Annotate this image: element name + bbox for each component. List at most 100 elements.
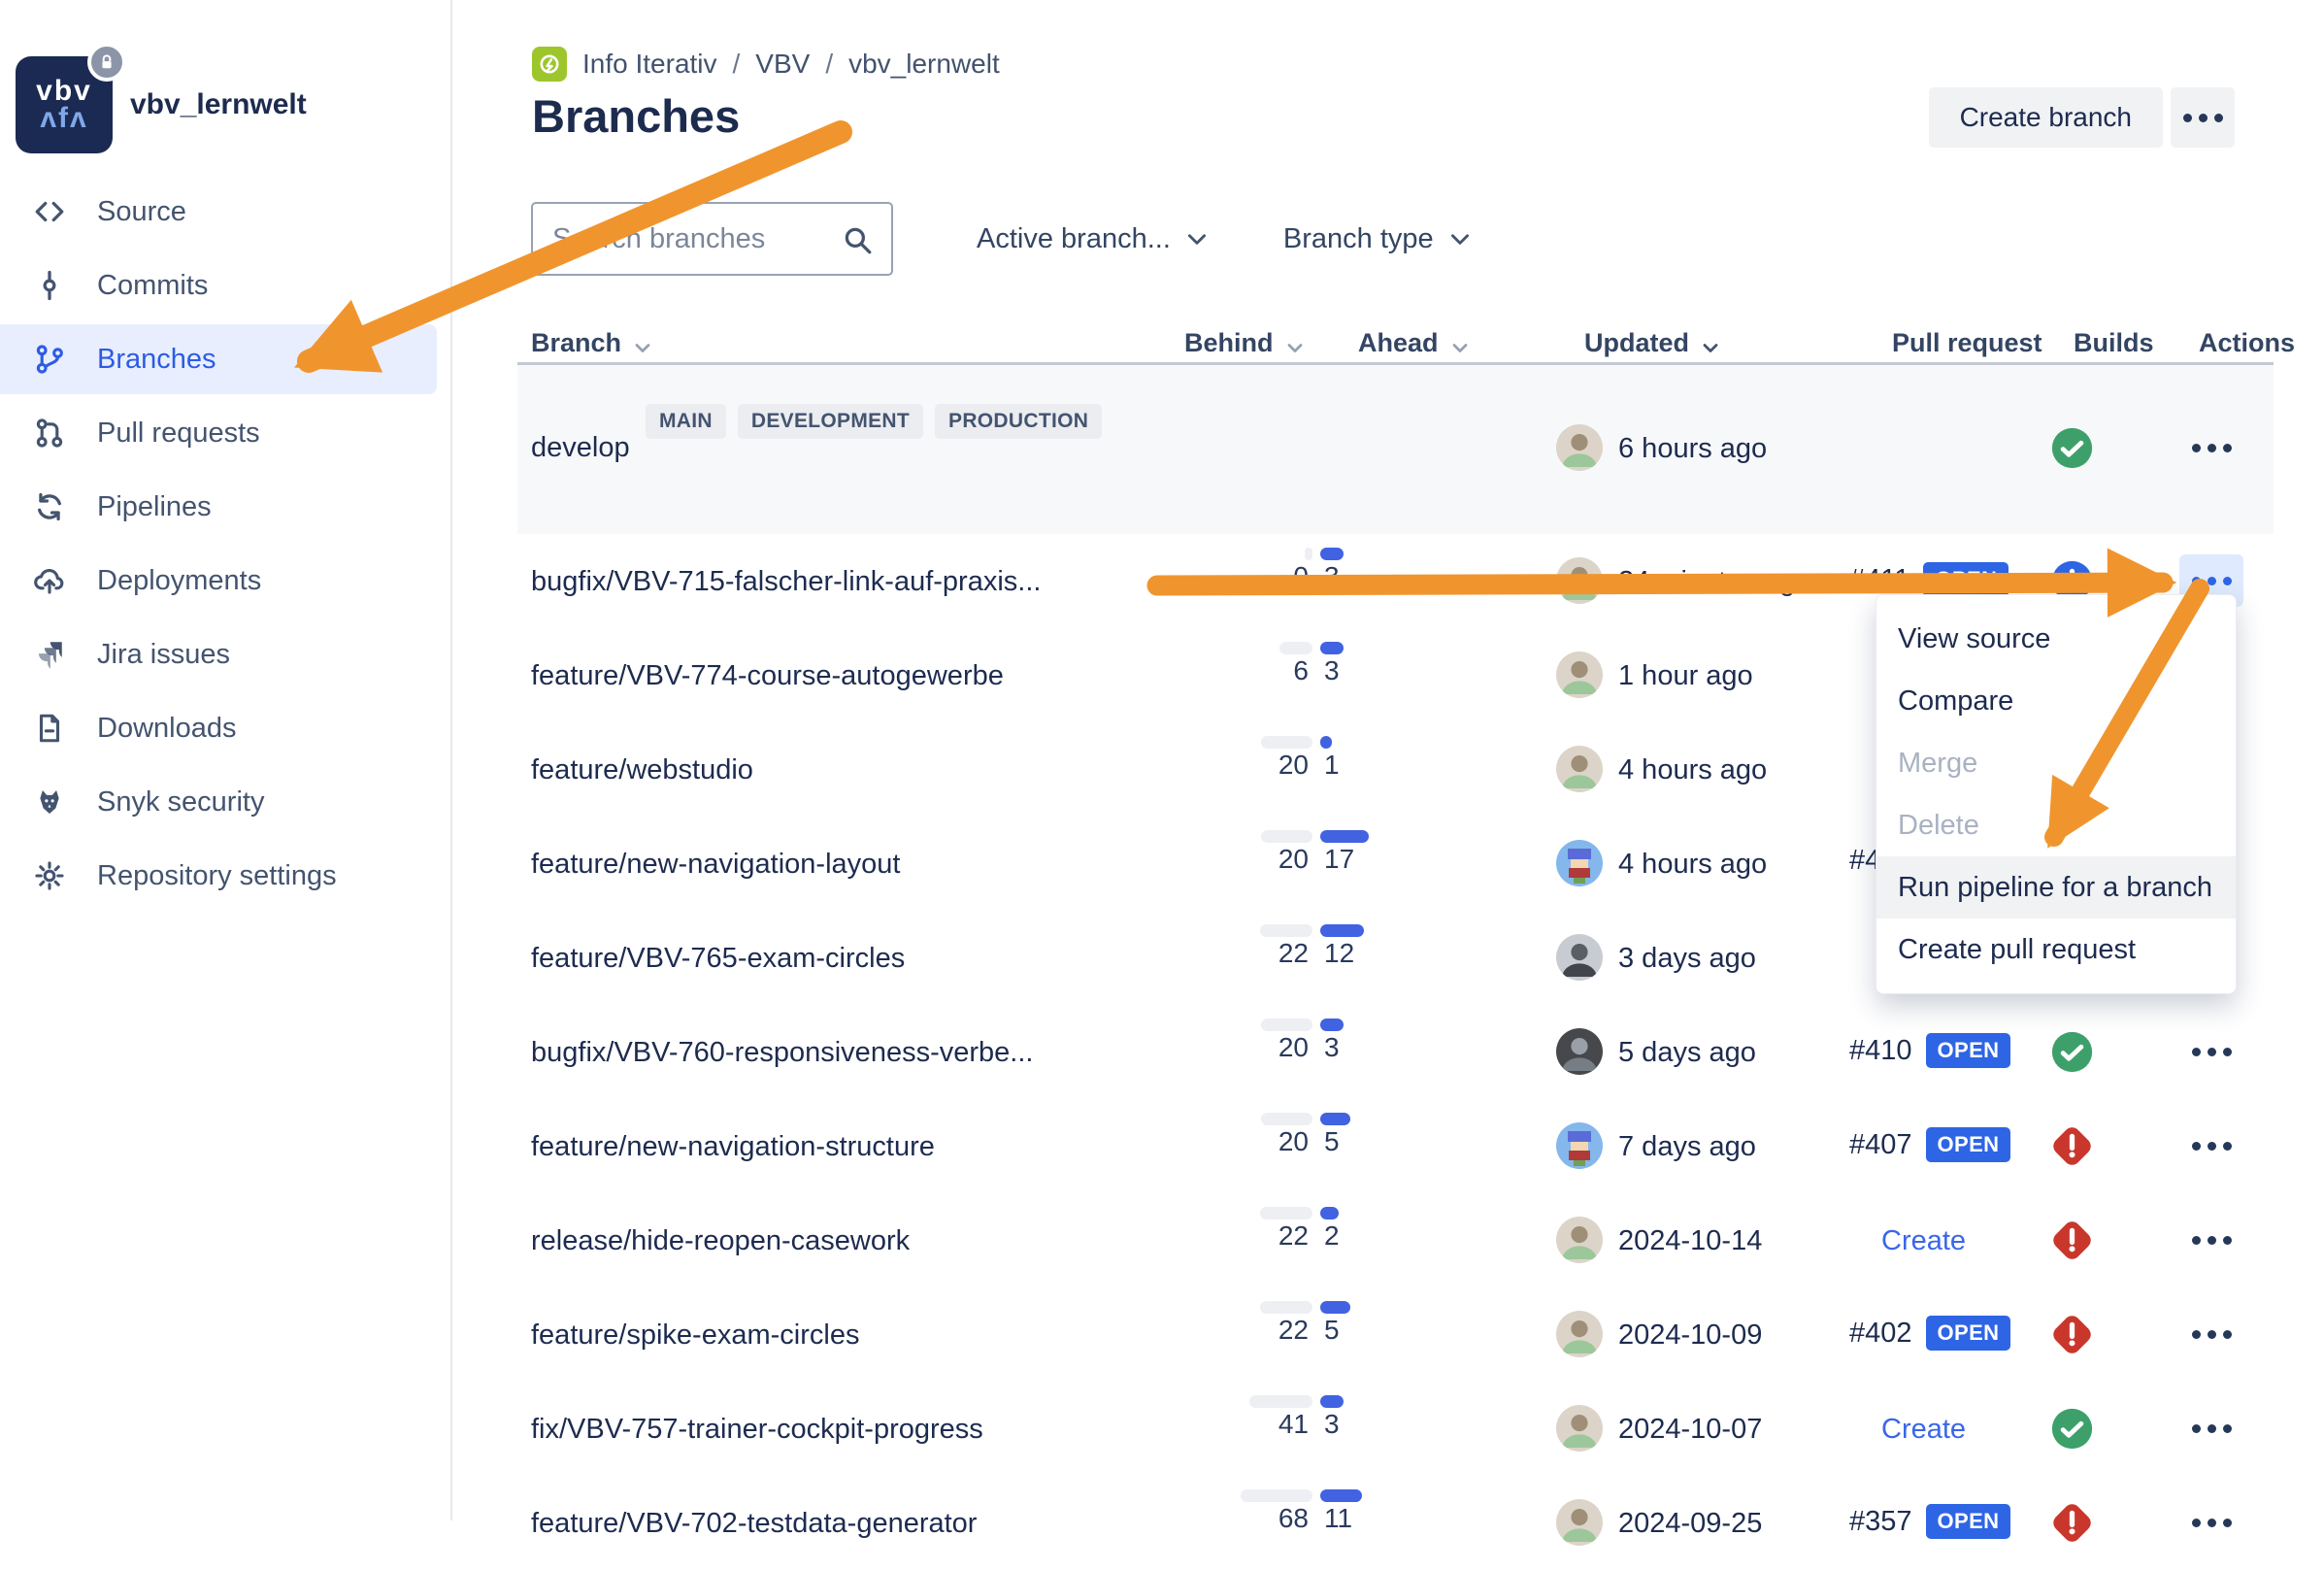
sidebar-item-pull-requests[interactable]: Pull requests — [0, 398, 452, 468]
avatar — [1556, 424, 1603, 471]
sidebar-item-label: Snyk security — [97, 786, 264, 818]
row-actions-button[interactable] — [2179, 1402, 2243, 1454]
menu-item-compare[interactable]: Compare — [1876, 670, 2236, 732]
create-pull-request-link[interactable]: Create — [1881, 1225, 1966, 1257]
updated-time: 5 days ago — [1618, 1037, 1756, 1069]
branch-name[interactable]: release/hide-reopen-casework — [531, 1225, 910, 1257]
behind-bar — [1261, 1019, 1312, 1031]
behind-bar — [1261, 736, 1312, 749]
ellipsis-icon — [2192, 1236, 2232, 1245]
breadcrumb-item[interactable]: vbv_lernwelt — [848, 49, 1000, 80]
branch-name[interactable]: feature/webstudio — [531, 754, 753, 786]
ahead-count: 1 — [1324, 750, 1340, 781]
build-status-failed-icon[interactable] — [2050, 1124, 2094, 1168]
row-actions-button[interactable] — [2179, 1214, 2243, 1266]
build-status-failed-icon[interactable] — [2050, 1219, 2094, 1262]
sidebar-item-repository-settings[interactable]: Repository settings — [0, 841, 452, 911]
repo-name: vbv_lernwelt — [130, 88, 307, 121]
sidebar-item-source[interactable]: Source — [0, 177, 452, 247]
build-status-success-icon[interactable] — [2050, 1030, 2094, 1074]
avatar — [1556, 1311, 1603, 1357]
row-actions-button[interactable] — [2179, 1119, 2243, 1172]
deployments-icon — [33, 564, 66, 597]
branch-name[interactable]: feature/new-navigation-layout — [531, 849, 900, 881]
ahead-bar — [1320, 1301, 1350, 1314]
behind-count: 22 — [1278, 1315, 1309, 1346]
ahead-bar — [1320, 1113, 1350, 1125]
branch-name[interactable]: fix/VBV-757-trainer-cockpit-progress — [531, 1414, 983, 1446]
sidebar-item-label: Repository settings — [97, 860, 337, 892]
build-status-failed-icon[interactable] — [2050, 1501, 2094, 1545]
sidebar-item-snyk-security[interactable]: Snyk security — [0, 767, 452, 837]
ahead-count: 3 — [1324, 561, 1340, 592]
avatar — [1556, 1217, 1603, 1263]
branch-name[interactable]: bugfix/VBV-715-falscher-link-auf-praxis.… — [531, 566, 1041, 598]
pr-number: #407 — [1849, 1129, 1912, 1161]
branch-type-filter[interactable]: Branch type — [1283, 223, 1473, 255]
branch-name[interactable]: feature/new-navigation-structure — [531, 1131, 935, 1163]
avatar — [1556, 651, 1603, 698]
row-actions-button[interactable] — [2179, 1308, 2243, 1360]
breadcrumb-separator: / — [733, 49, 741, 80]
ellipsis-icon — [2192, 1048, 2232, 1056]
avatar — [1556, 934, 1603, 981]
column-header-updated[interactable]: Updated — [1584, 320, 1722, 365]
active-branches-filter[interactable]: Active branch... — [977, 223, 1210, 255]
menu-item-run-pipeline-for-a-branch[interactable]: Run pipeline for a branch — [1876, 856, 2236, 919]
breadcrumb-item[interactable]: Info Iterativ — [582, 49, 717, 80]
pr-number: #411 — [1849, 564, 1909, 596]
behind-count: 20 — [1278, 1126, 1309, 1157]
branch-name[interactable]: feature/spike-exam-circles — [531, 1319, 859, 1352]
ellipsis-icon — [2192, 1142, 2232, 1151]
build-status-failed-icon[interactable] — [2050, 1313, 2094, 1356]
develop-branch-row: develop MAIN DEVELOPMENT PRODUCTION 6 ho… — [517, 365, 2274, 534]
sidebar-item-branches[interactable]: Branches — [0, 324, 437, 394]
sidebar-item-downloads[interactable]: Downloads — [0, 693, 452, 763]
breadcrumb-item[interactable]: VBV — [755, 49, 810, 80]
row-actions-button[interactable] — [2179, 421, 2243, 474]
column-header-branch[interactable]: Branch — [531, 320, 654, 365]
sidebar-item-deployments[interactable]: Deployments — [0, 546, 452, 616]
ahead-count: 5 — [1324, 1315, 1340, 1346]
sidebar-item-jira-issues[interactable]: Jira issues — [0, 619, 452, 689]
menu-item-view-source[interactable]: View source — [1876, 608, 2236, 670]
sidebar-item-label: Deployments — [97, 565, 261, 597]
sidebar-item-pipelines[interactable]: Pipelines — [0, 472, 452, 542]
row-actions-button[interactable] — [2179, 1025, 2243, 1078]
sidebar-item-label: Branches — [97, 344, 216, 376]
branch-name[interactable]: develop — [531, 432, 630, 464]
behind-bar — [1261, 1113, 1312, 1125]
column-header-ahead[interactable]: Ahead — [1358, 320, 1472, 365]
create-pull-request-link[interactable]: Create — [1881, 1414, 1966, 1446]
search-input[interactable] — [552, 204, 824, 274]
build-status-success-icon[interactable] — [2050, 1407, 2094, 1451]
branch-name[interactable]: feature/VBV-774-course-autogewerbe — [531, 660, 1004, 692]
updated-time: 4 hours ago — [1618, 849, 1767, 881]
ahead-count: 2 — [1324, 1220, 1340, 1252]
ahead-bar — [1320, 830, 1369, 843]
behind-count: 20 — [1278, 844, 1309, 875]
ahead-bar — [1320, 548, 1344, 560]
menu-item-create-pull-request[interactable]: Create pull request — [1876, 919, 2236, 981]
ahead-count: 3 — [1324, 1032, 1340, 1063]
repo-avatar[interactable]: vbv ʌfʌ — [16, 56, 113, 153]
create-branch-button[interactable]: Create branch — [1929, 87, 2163, 148]
branch-name[interactable]: feature/VBV-702-testdata-generator — [531, 1508, 977, 1540]
branch-name[interactable]: bugfix/VBV-760-responsiveness-verbe... — [531, 1037, 1033, 1069]
page-more-button[interactable] — [2171, 87, 2235, 148]
branch-badges: MAIN DEVELOPMENT PRODUCTION — [646, 404, 1150, 439]
column-header-behind[interactable]: Behind — [1184, 320, 1307, 365]
badge-production: PRODUCTION — [935, 404, 1102, 439]
branch-name[interactable]: feature/VBV-765-exam-circles — [531, 943, 905, 975]
build-status-success-icon[interactable] — [2050, 426, 2094, 470]
sidebar-item-commits[interactable]: Commits — [0, 251, 452, 320]
repo-logo-text: vbv — [36, 78, 92, 105]
chevron-down-icon — [631, 331, 654, 354]
row-actions-button[interactable] — [2179, 1496, 2243, 1549]
updated-time: 4 hours ago — [1618, 754, 1767, 786]
